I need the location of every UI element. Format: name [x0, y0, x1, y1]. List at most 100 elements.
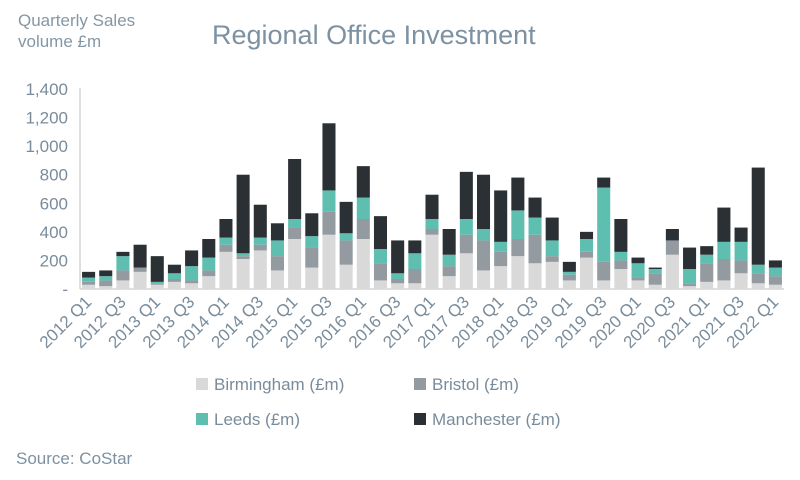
bar-segment-leeds	[185, 266, 199, 281]
bar-segment-bristol	[253, 244, 267, 251]
bar-segment-birmingham	[339, 264, 353, 289]
bar-segment-birmingham	[442, 276, 456, 289]
bar-segment-birmingham	[116, 280, 130, 289]
bar-segment-leeds	[700, 254, 714, 264]
bar-segment-birmingham	[476, 270, 491, 289]
bar-segment-bristol	[528, 234, 542, 264]
y-tick-label: 1,200	[25, 109, 68, 128]
bar-segment-bristol	[648, 273, 662, 285]
bar-segment-bristol	[219, 244, 233, 252]
bar-segment-manchester	[614, 219, 628, 252]
bar-segment-leeds	[236, 253, 250, 257]
bar-segment-leeds	[597, 187, 611, 262]
bar-segment-bristol	[511, 239, 525, 257]
bar-segment-birmingham	[391, 283, 405, 289]
legend-swatch	[414, 378, 426, 390]
bar-segment-birmingham	[768, 284, 782, 289]
bar-segment-birmingham	[494, 266, 508, 289]
bar-segment-birmingham	[648, 284, 662, 289]
bar-segment-manchester	[476, 174, 491, 229]
bar-segment-manchester	[253, 204, 267, 238]
bar-segment-leeds	[751, 264, 765, 274]
bar-segment-birmingham	[425, 234, 439, 289]
bar-segment-leeds	[322, 190, 336, 212]
bar-segment-birmingham	[597, 280, 611, 289]
bar-segment-birmingham	[150, 284, 164, 289]
bar-segment-manchester	[82, 271, 96, 278]
bar-segment-leeds	[768, 267, 782, 277]
bar-segment-leeds	[562, 271, 576, 275]
bar-segment-manchester	[408, 240, 422, 254]
bar-segment-leeds	[305, 236, 319, 248]
bar-segment-manchester	[116, 251, 130, 257]
bar-segment-birmingham	[580, 257, 594, 289]
chart-title: Regional Office Investment	[212, 20, 536, 50]
bar-segment-bristol	[82, 281, 96, 285]
bar-segment-manchester	[219, 219, 233, 238]
bar-segment-bristol	[476, 240, 491, 271]
legend-swatch	[196, 413, 208, 425]
bar-segment-manchester	[597, 177, 611, 188]
bar-segment-bristol	[305, 247, 319, 268]
bar-segment-bristol	[236, 256, 250, 259]
bar-segment-leeds	[734, 241, 748, 261]
bar-segment-manchester	[202, 239, 216, 258]
bar-segment-leeds	[580, 239, 594, 252]
bar-segment-birmingham	[99, 286, 113, 289]
bar-segment-leeds	[614, 251, 628, 261]
bar-segment-leeds	[391, 273, 405, 279]
bar-segment-birmingham	[185, 283, 199, 289]
legend-label: Bristol (£m)	[432, 375, 519, 394]
bar-segment-leeds	[442, 254, 456, 267]
bar-segment-birmingham	[305, 267, 319, 289]
bar-segment-leeds	[545, 240, 559, 257]
bar-segment-manchester	[442, 229, 456, 255]
y-tick-label: 600	[40, 194, 68, 213]
bar-segment-leeds	[494, 241, 508, 252]
bar-segment-birmingham	[665, 254, 679, 289]
bar-segment-manchester	[768, 260, 782, 268]
bar-segment-leeds	[202, 257, 216, 271]
bar-segment-bristol	[683, 283, 697, 287]
bar-segment-manchester	[648, 267, 662, 269]
bar-segment-leeds	[116, 256, 130, 271]
bar-segment-bristol	[116, 270, 130, 281]
legend-swatch	[414, 413, 426, 425]
bar-segment-birmingham	[288, 239, 302, 289]
bar-segment-manchester	[339, 201, 353, 234]
bar-segment-leeds	[82, 277, 96, 282]
bar-segment-bristol	[597, 261, 611, 281]
bar-segment-manchester	[133, 244, 147, 268]
bar-segment-manchester	[511, 177, 525, 211]
bar-segment-manchester	[356, 166, 370, 198]
bar-segment-birmingham	[700, 281, 714, 289]
bar-segment-bristol	[339, 240, 353, 265]
bar-segment-birmingham	[408, 283, 422, 289]
bar-segment-manchester	[391, 240, 405, 274]
bar-segment-manchester	[734, 227, 748, 242]
bar-segment-bristol	[768, 276, 782, 285]
bar-segment-leeds	[528, 217, 542, 235]
bar-segment-birmingham	[219, 251, 233, 289]
bar-segment-bristol	[150, 283, 164, 285]
bar-segment-manchester	[322, 123, 336, 191]
bar-segment-manchester	[528, 197, 542, 218]
bar-segment-manchester	[683, 247, 697, 269]
bar-segment-birmingham	[683, 286, 697, 289]
bar-segment-leeds	[373, 249, 388, 264]
bar-segment-manchester	[373, 216, 388, 249]
bar-segment-manchester	[167, 264, 181, 274]
bar-segment-leeds	[150, 281, 164, 284]
y-tick-label: 1,400	[25, 80, 68, 99]
bar-segment-birmingham	[253, 250, 267, 289]
bar-segment-leeds	[511, 210, 525, 239]
bar-segment-bristol	[734, 260, 748, 274]
bar-segment-birmingham	[236, 259, 250, 289]
bar-segment-bristol	[631, 277, 645, 281]
bar-segment-birmingham	[322, 234, 336, 289]
bar-segment-birmingham	[373, 280, 388, 289]
y-tick-label: 200	[40, 251, 68, 270]
bar-segment-leeds	[683, 269, 697, 284]
bar-segment-bristol	[494, 251, 508, 267]
bar-segment-manchester	[580, 231, 594, 239]
